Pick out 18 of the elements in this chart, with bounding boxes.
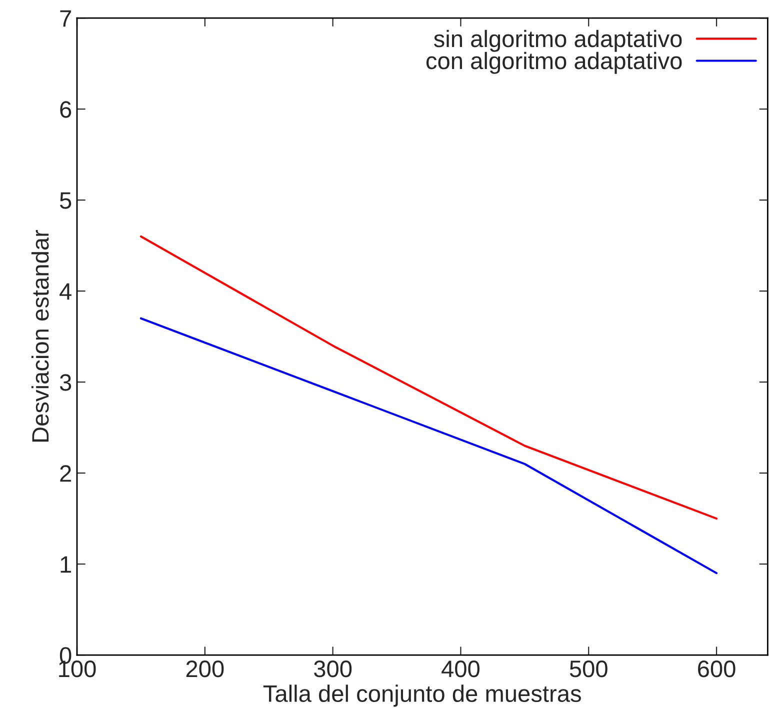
y-tick-label: 2 [60, 465, 71, 482]
x-tick-label: 500 [570, 660, 608, 678]
y-tick-label: 1 [60, 556, 71, 573]
y-tick-label: 6 [60, 101, 72, 118]
y-tick-label: 7 [60, 10, 71, 27]
x-axis-title: Talla del conjunto de muestras [263, 684, 581, 707]
x-tick-label: 200 [186, 660, 224, 678]
line-series [140, 317, 718, 574]
y-tick-label: 4 [60, 283, 72, 300]
y-tick-label: 3 [60, 374, 72, 391]
x-tick-label: 300 [314, 660, 352, 678]
x-tick-label: 400 [442, 660, 480, 678]
line-series [140, 235, 718, 520]
x-tick-label: 600 [698, 660, 736, 678]
y-axis-title: Desviacion estandar [31, 230, 49, 442]
legend-label: con algoritmo adaptativo [426, 52, 682, 74]
legend-label: sin algoritmo adaptativo [434, 30, 682, 52]
y-tick-label: 5 [60, 192, 72, 209]
